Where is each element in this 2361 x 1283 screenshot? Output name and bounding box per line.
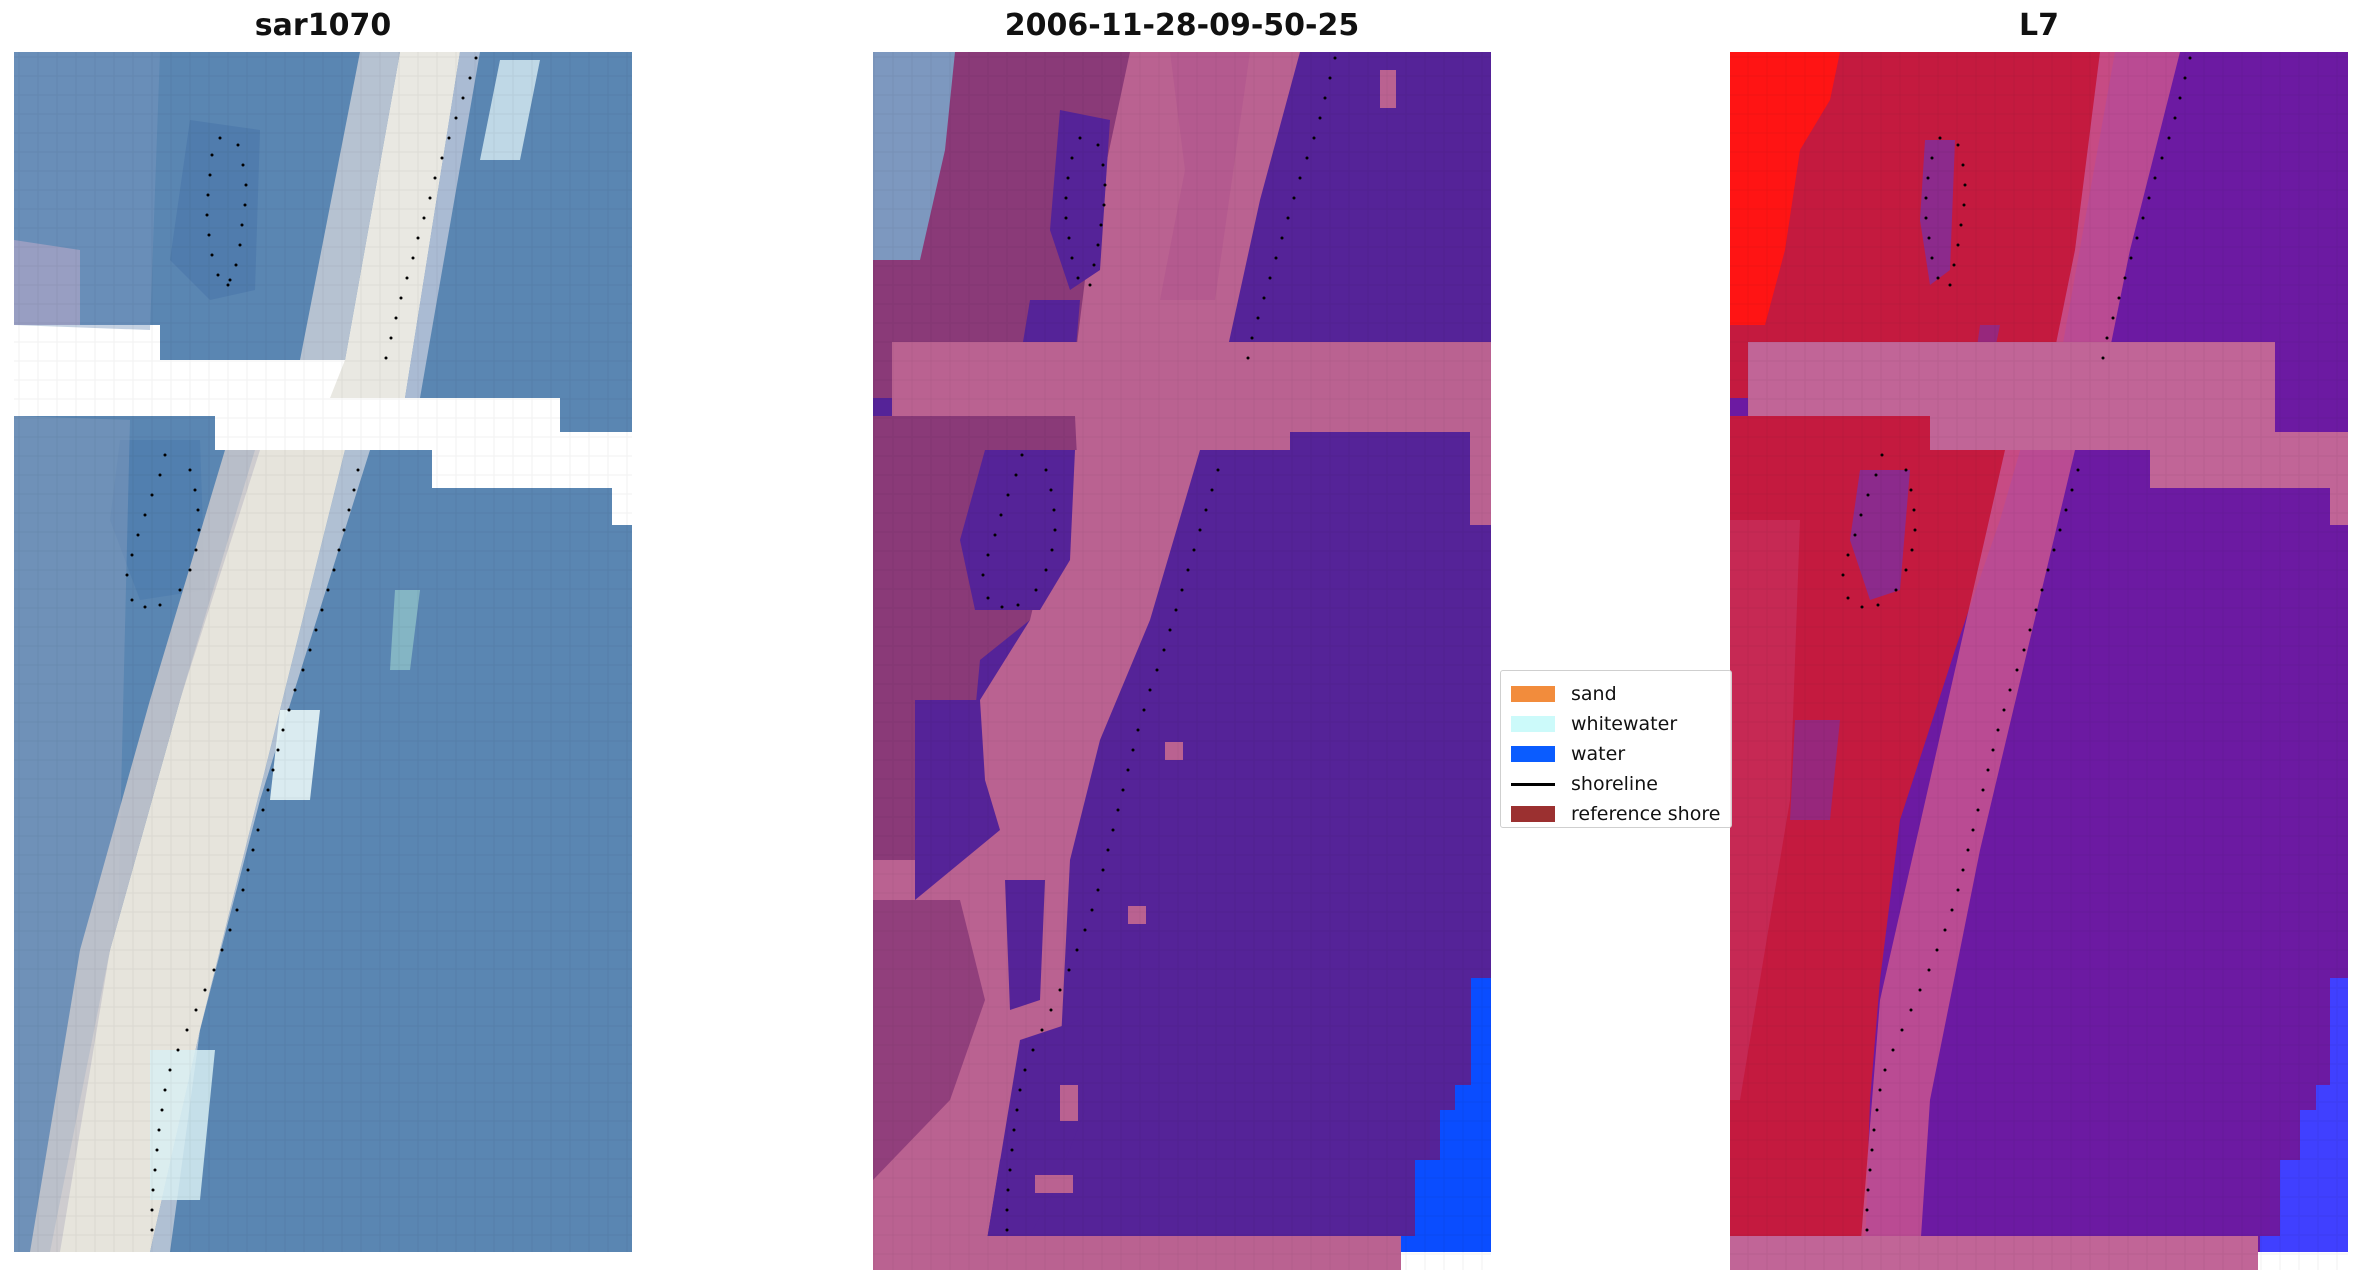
panel-title-index: L7 — [2019, 8, 2059, 43]
legend-item-sand: sand — [1511, 679, 1721, 709]
legend-item-shoreline: shoreline — [1511, 769, 1721, 799]
legend-swatch-shoreline — [1511, 782, 1555, 786]
legend-item-water: water — [1511, 739, 1721, 769]
panel-title-classified: 2006-11-28-09-50-25 — [1004, 8, 1360, 43]
legend-item-reference-shore: reference shore — [1511, 799, 1721, 827]
legend-label: shoreline — [1571, 773, 1658, 795]
legend: sand whitewater water shoreline referenc… — [1500, 670, 1732, 828]
legend-swatch-whitewater — [1511, 716, 1555, 732]
legend-label: water — [1571, 743, 1626, 765]
legend-label: whitewater — [1571, 713, 1678, 735]
legend-label: sand — [1571, 683, 1617, 705]
legend-item-whitewater: whitewater — [1511, 709, 1721, 739]
classified-image — [873, 52, 1491, 1270]
panel-title-rgb: sar1070 — [254, 8, 392, 43]
legend-swatch-water — [1511, 746, 1555, 762]
legend-swatch-reference-shore — [1511, 806, 1555, 822]
legend-swatch-sand — [1511, 686, 1555, 702]
rgb-image — [14, 52, 632, 1252]
legend-label: reference shore — [1571, 803, 1721, 825]
index-image — [1730, 52, 2348, 1270]
